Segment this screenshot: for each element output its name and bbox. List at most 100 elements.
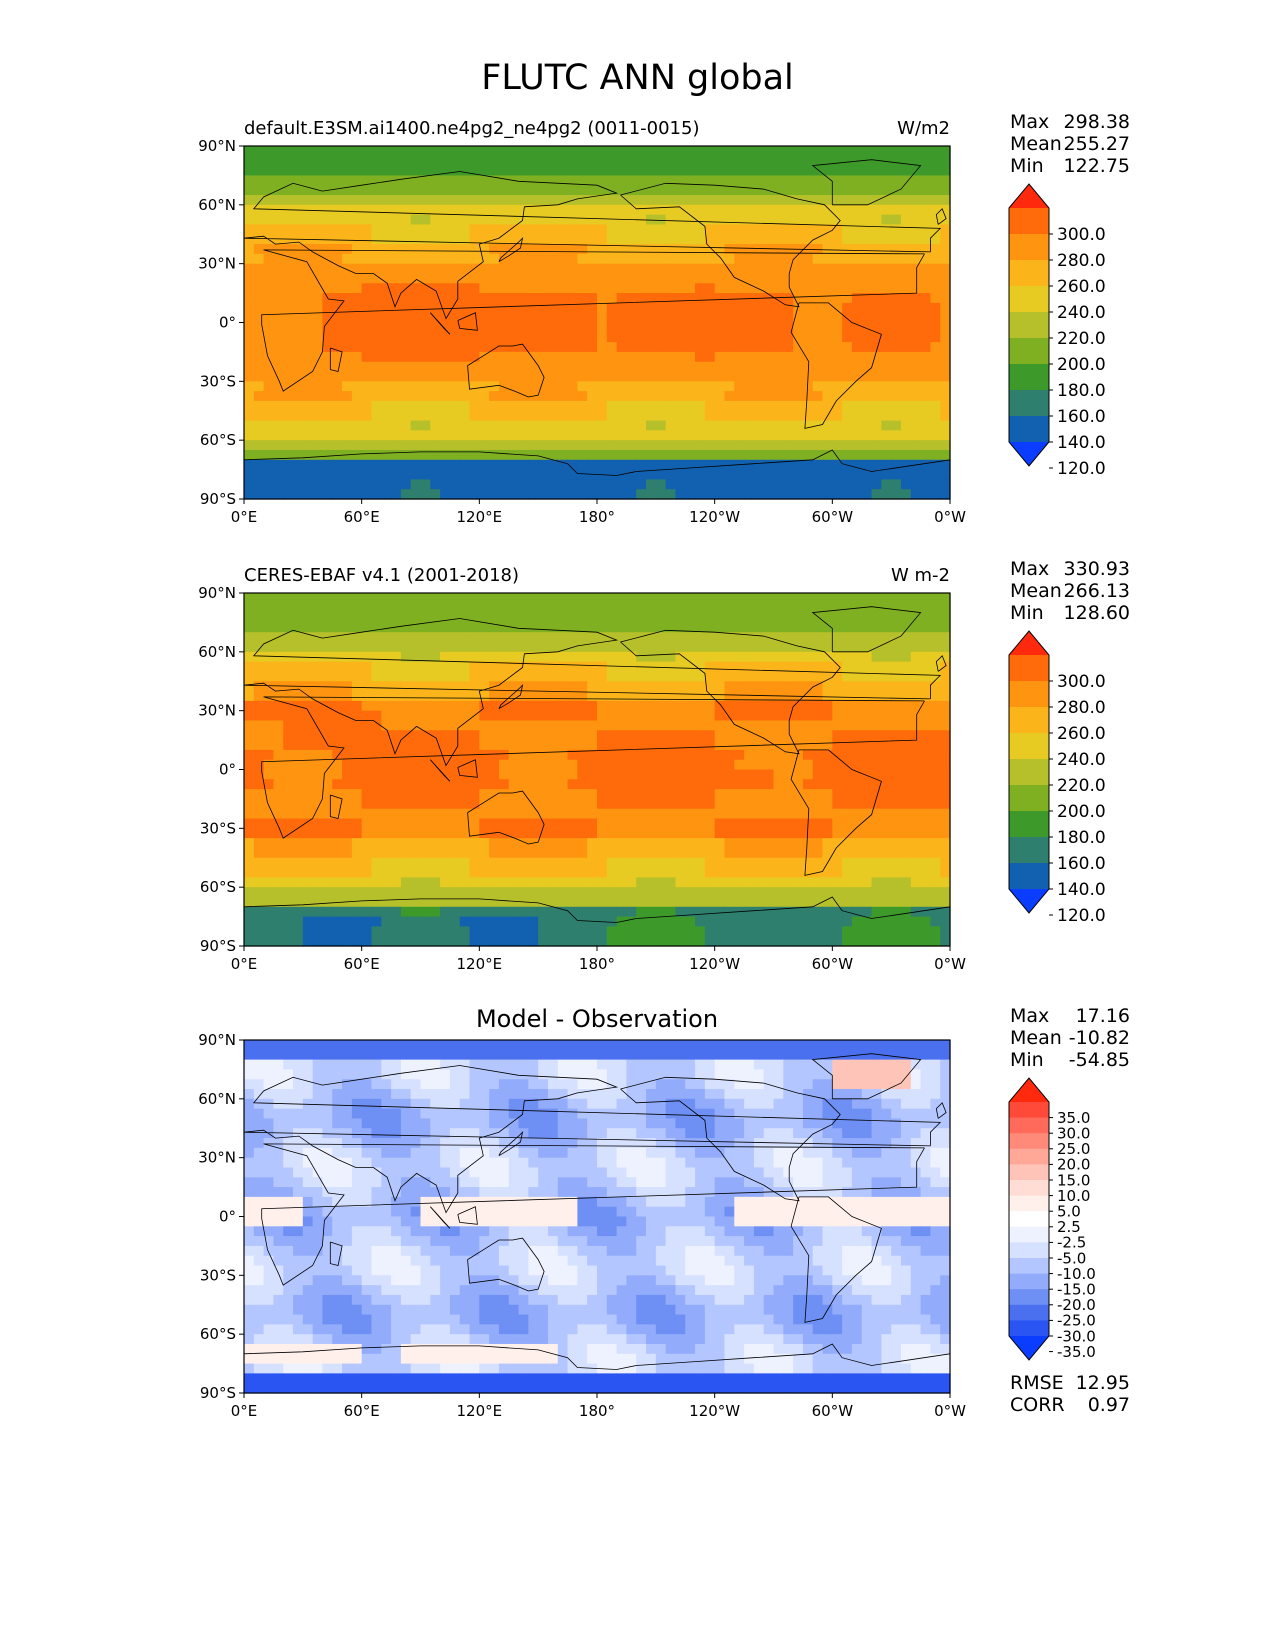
field-cell [900,391,912,402]
field-cell [626,671,637,682]
field-cell [606,681,618,692]
field-cell [312,818,324,829]
field-cell [263,612,275,624]
field-cell [410,661,422,673]
field-cell [557,789,569,800]
field-cell [547,671,559,682]
field-cell [371,283,382,294]
field-cell [655,593,667,604]
field-cell [802,857,814,869]
field-cell [802,420,814,431]
field-cell [322,612,333,624]
field-cell [430,593,441,604]
field-cell [410,322,422,333]
field-cell [891,779,902,790]
field-cell [410,342,422,353]
field-cell [547,302,559,314]
field-cell [675,293,686,304]
field-cell [763,749,775,761]
field-cell [655,253,667,265]
field-cell [371,867,382,878]
field-cell [626,730,637,741]
field-cell [626,302,637,314]
field-cell [498,361,510,373]
field-cell [302,332,314,343]
field-cell [293,896,304,908]
field-cell [263,410,275,422]
field-cell [342,828,353,839]
field-cell [861,293,873,304]
field-cell [332,175,343,186]
field-cell [597,740,608,751]
field-cell [744,351,755,363]
field-cell [685,410,696,422]
field-cell [783,749,794,761]
field-cell [469,759,480,771]
field-cell [773,671,784,682]
field-cell [753,195,765,206]
field-cell [597,400,608,412]
field-cell [606,867,618,878]
field-cell [244,273,255,284]
field-cell [685,661,696,673]
field-cell [763,204,775,216]
field-cell [940,420,951,431]
field-cell [312,224,324,235]
field-cell [665,263,677,275]
field-cell [704,361,716,373]
field-cell [842,263,853,275]
field-cell [498,612,510,624]
field-cell [822,371,833,382]
field-cell [283,828,294,839]
field-cell [832,342,843,353]
field-cell [822,661,833,673]
field-cell [636,887,647,898]
field-cell [420,165,431,177]
field-cell [273,877,284,888]
field-cell [498,798,510,810]
field-cell [636,469,647,480]
field-cell [244,430,255,441]
field-cell [469,887,480,898]
field-cell [459,322,471,333]
field-cell [508,896,520,908]
field-cell [371,479,382,490]
panel-1-colorbar: 300.0280.0260.0240.0220.0200.0180.0160.0… [1008,183,1106,475]
field-cell [322,214,333,226]
field-cell [665,459,677,471]
field-cell [293,622,304,633]
field-cell [518,351,529,363]
field-cell [312,371,324,382]
field-cell [685,155,696,167]
field-cell [606,759,618,771]
field-cell [802,710,814,722]
field-cell [440,469,451,480]
field-cell [900,769,912,780]
field-cell [420,700,431,712]
field-cell [391,263,402,275]
field-cell [400,224,412,235]
field-cell [557,642,569,653]
field-cell [940,322,951,333]
field-cell [655,769,667,780]
field-cell [498,273,510,284]
field-cell [881,204,892,216]
field-cell [812,322,824,333]
field-cell [753,459,765,471]
coastline [790,302,882,429]
field-cell [910,808,922,820]
field-cell [891,622,902,633]
field-cell [332,847,343,859]
field-cell [322,420,333,431]
field-cell [361,410,373,422]
field-cell [930,351,941,363]
field-cell [597,185,608,196]
field-cell [871,602,882,614]
field-cell [900,146,912,157]
field-cell [802,730,814,741]
field-cell [861,818,873,829]
field-cell [655,400,667,412]
field-cell [420,195,431,206]
field-cell [410,720,422,731]
field-cell [920,273,931,284]
